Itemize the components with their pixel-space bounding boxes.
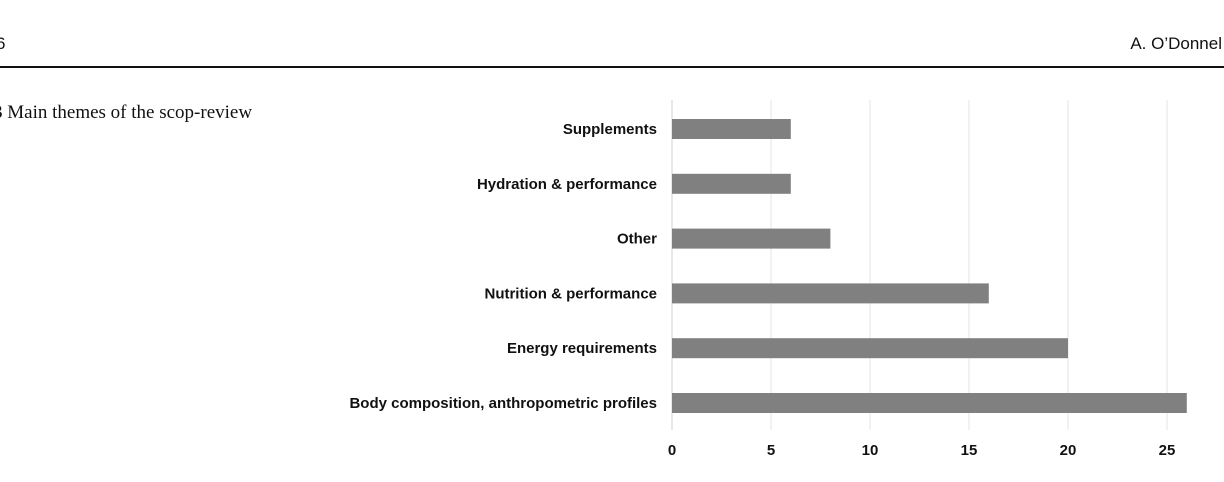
category-label: Energy requirements (507, 340, 657, 357)
category-label: Nutrition & performance (484, 285, 657, 302)
header-rule (0, 66, 1224, 68)
bar (672, 173, 791, 194)
bar (672, 393, 1187, 413)
bar (672, 283, 989, 304)
figure-caption: 3 Main themes of the scop-review (0, 102, 263, 124)
figure-caption-label: 3 (0, 102, 3, 123)
running-head-author: A. O’Donnel (1130, 34, 1222, 53)
x-tick-label: 0 (668, 442, 676, 459)
x-tick-label: 15 (961, 442, 978, 459)
bar (672, 119, 791, 139)
category-label: Supplements (563, 121, 657, 138)
x-tick-label: 20 (1060, 442, 1077, 459)
x-tick-label: 5 (767, 442, 775, 459)
x-tick-label: 25 (1159, 442, 1176, 459)
x-tick-label: 10 (862, 442, 879, 459)
category-label: Hydration & performance (477, 176, 657, 193)
page-number: 6 (0, 34, 6, 53)
category-label: Other (617, 231, 657, 248)
category-label: Body composition, anthropometric profile… (349, 395, 657, 412)
bar (672, 228, 831, 249)
figure-caption-text: Main themes of the scop-review (7, 102, 253, 123)
bar (672, 338, 1068, 359)
